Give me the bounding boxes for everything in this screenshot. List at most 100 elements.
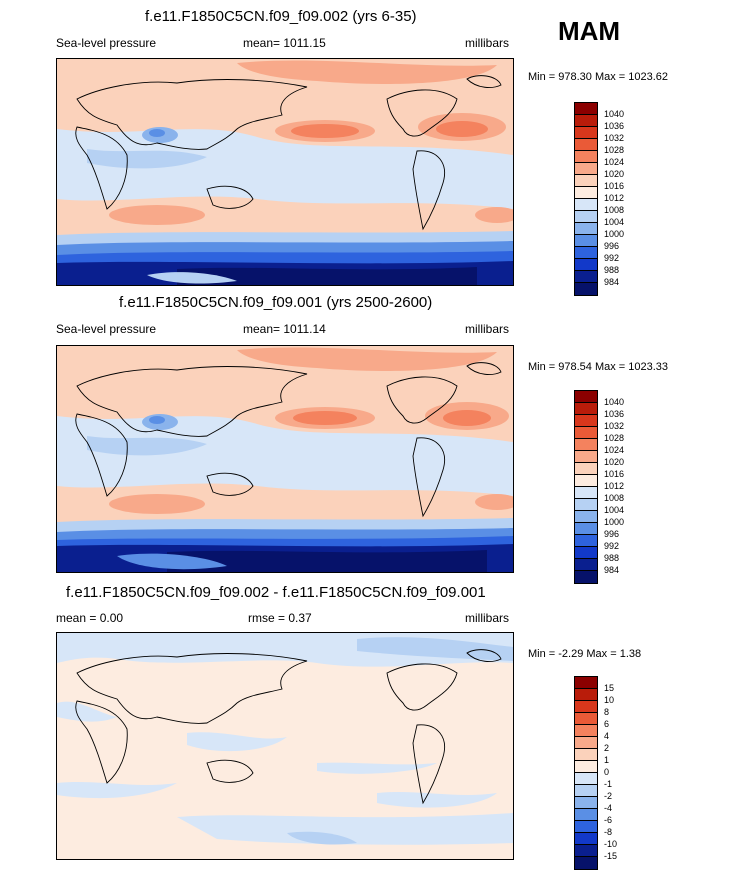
- colorbar-swatch: [575, 403, 597, 415]
- colorbar-label: 1004: [604, 505, 625, 515]
- colorbar-swatch: [575, 439, 597, 451]
- colorbar-label: 1020: [604, 457, 625, 467]
- colorbar-label: 984: [604, 565, 620, 575]
- colorbar-label: 1032: [604, 421, 625, 431]
- colorbar-swatch: [575, 833, 597, 845]
- colorbar-swatch: [575, 713, 597, 725]
- colorbar-swatch: [575, 559, 597, 571]
- colorbar-swatch: [575, 487, 597, 499]
- panel3-map: [56, 632, 514, 860]
- colorbar-label: 1000: [604, 229, 625, 239]
- colorbar-label: 1024: [604, 445, 625, 455]
- colorbar-swatch: [575, 749, 597, 761]
- colorbar-swatch: [575, 535, 597, 547]
- colorbar-label: 1020: [604, 169, 625, 179]
- colorbar-label: -15: [604, 851, 618, 861]
- colorbar-swatch: [575, 175, 597, 187]
- panel1-map: [56, 58, 514, 286]
- panel3-minmax: Min = -2.29 Max = 1.38: [528, 648, 642, 660]
- colorbar-swatch: [575, 139, 597, 151]
- colorbar-label: 1: [604, 755, 610, 765]
- colorbar-label: 4: [604, 731, 610, 741]
- colorbar-label: 996: [604, 529, 620, 539]
- colorbar-swatch: [575, 737, 597, 749]
- colorbar-swatch: [575, 725, 597, 737]
- colorbar-label: 15: [604, 683, 615, 693]
- panel3-mean-label: mean = 0.00: [56, 611, 124, 625]
- panel3-rmse-label: rmse = 0.37: [248, 611, 312, 625]
- colorbar-label: 10: [604, 695, 615, 705]
- panel3-units-label: millibars: [465, 611, 510, 625]
- colorbar-label: -2: [604, 791, 613, 801]
- colorbar-label: 1028: [604, 145, 625, 155]
- colorbar-swatch: [575, 283, 597, 295]
- colorbar-swatch: [575, 427, 597, 439]
- colorbar-swatch: [575, 571, 597, 583]
- panel2-colorbar: [574, 390, 598, 584]
- panel2-map: [56, 345, 514, 573]
- colorbar-swatch: [575, 163, 597, 175]
- colorbar-label: -4: [604, 803, 613, 813]
- colorbar-swatch: [575, 235, 597, 247]
- colorbar-swatch: [575, 271, 597, 283]
- colorbar-swatch: [575, 523, 597, 535]
- panel2-mean-label: mean= 1011.14: [243, 322, 326, 336]
- panel2-minmax: Min = 978.54 Max = 1023.33: [528, 361, 669, 373]
- colorbar-swatch: [575, 547, 597, 559]
- panel1-colorbar: [574, 102, 598, 296]
- colorbar-swatch: [575, 677, 597, 689]
- colorbar-label: 8: [604, 707, 610, 717]
- panel1-variable-label: Sea-level pressure: [56, 36, 157, 50]
- colorbar-swatch: [575, 785, 597, 797]
- colorbar-label: 996: [604, 241, 620, 251]
- colorbar-swatch: [575, 761, 597, 773]
- panel1-mean-label: mean= 1011.15: [243, 36, 326, 50]
- colorbar-swatch: [575, 103, 597, 115]
- panel2-title: f.e11.F1850C5CN.f09_f09.001 (yrs 2500-26…: [119, 294, 433, 311]
- colorbar-label: -8: [604, 827, 613, 837]
- colorbar-label: 1040: [604, 109, 625, 119]
- colorbar-label: 1000: [604, 517, 625, 527]
- panel2-units-label: millibars: [465, 322, 510, 336]
- colorbar-label: 992: [604, 253, 620, 263]
- colorbar-label: 0: [604, 767, 610, 777]
- colorbar-label: 1008: [604, 493, 625, 503]
- colorbar-swatch: [575, 415, 597, 427]
- colorbar-label: 984: [604, 277, 620, 287]
- colorbar-swatch: [575, 511, 597, 523]
- panel3-colorbar: [574, 676, 598, 870]
- colorbar-swatch: [575, 809, 597, 821]
- colorbar-swatch: [575, 127, 597, 139]
- colorbar-swatch: [575, 821, 597, 833]
- colorbar-label: 1024: [604, 157, 625, 167]
- colorbar-swatch: [575, 247, 597, 259]
- panel1-minmax: Min = 978.30 Max = 1023.62: [528, 71, 669, 83]
- colorbar-label: -1: [604, 779, 613, 789]
- colorbar-label: 1012: [604, 193, 625, 203]
- colorbar-swatch: [575, 773, 597, 785]
- colorbar-label: 1036: [604, 121, 625, 131]
- colorbar-label: 1008: [604, 205, 625, 215]
- colorbar-swatch: [575, 499, 597, 511]
- colorbar-label: 988: [604, 265, 620, 275]
- colorbar-swatch: [575, 187, 597, 199]
- colorbar-swatch: [575, 475, 597, 487]
- colorbar-swatch: [575, 199, 597, 211]
- colorbar-label: -6: [604, 815, 613, 825]
- colorbar-swatch: [575, 845, 597, 857]
- colorbar-label: 2: [604, 743, 610, 753]
- colorbar-label: 1040: [604, 397, 625, 407]
- colorbar-swatch: [575, 463, 597, 475]
- colorbar-label: 6: [604, 719, 610, 729]
- colorbar-swatch: [575, 701, 597, 713]
- colorbar-swatch: [575, 689, 597, 701]
- colorbar-label: 1016: [604, 469, 625, 479]
- colorbar-label: 1012: [604, 481, 625, 491]
- colorbar-swatch: [575, 259, 597, 271]
- colorbar-swatch: [575, 451, 597, 463]
- colorbar-swatch: [575, 857, 597, 869]
- panel1-units-label: millibars: [465, 36, 510, 50]
- panel1-title: f.e11.F1850C5CN.f09_f09.002 (yrs 6-35): [145, 8, 417, 25]
- colorbar-swatch: [575, 391, 597, 403]
- colorbar-swatch: [575, 151, 597, 163]
